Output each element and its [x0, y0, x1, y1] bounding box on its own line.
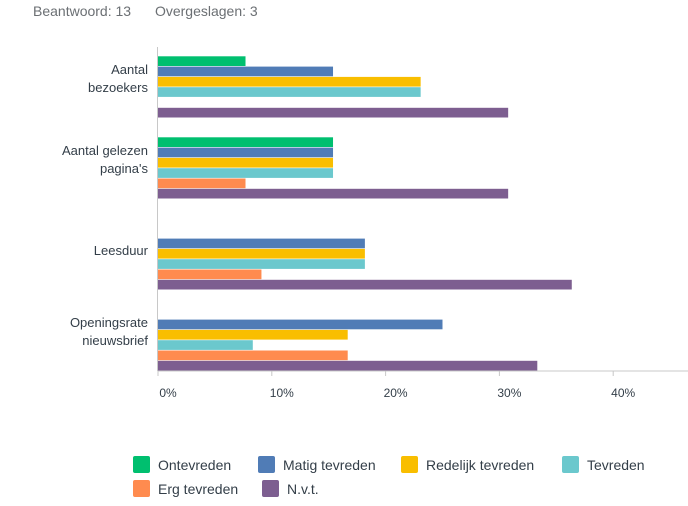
legend-label: Ontevreden	[158, 456, 232, 473]
legend-label: Tevreden	[587, 456, 645, 473]
bar-3-4[interactable]	[158, 350, 348, 361]
bar-3-2[interactable]	[158, 329, 348, 340]
legend-label: Redelijk tevreden	[426, 456, 535, 473]
category-label: Leesduur	[94, 243, 149, 258]
legend-swatch	[401, 456, 418, 473]
bar-1-0[interactable]	[158, 137, 334, 147]
legend-label: N.v.t.	[287, 480, 319, 497]
response-stats: Beantwoord: 13 Overgeslagen: 3	[33, 3, 278, 19]
legend-item[interactable]: Tevreden	[562, 456, 645, 473]
x-tick-label: 10%	[270, 386, 294, 400]
legend-item[interactable]: Ontevreden	[133, 456, 231, 473]
legend-swatch	[133, 480, 150, 497]
category-label: pagina's	[100, 161, 149, 176]
legend-item[interactable]: Redelijk tevreden	[401, 456, 534, 473]
legend-item[interactable]: Matig tevreden	[258, 456, 376, 473]
bar-2-5[interactable]	[158, 279, 572, 290]
legend-swatch	[133, 456, 150, 473]
legend-swatch	[562, 456, 579, 473]
bar-2-3[interactable]	[158, 259, 365, 269]
category-label: Openingsrate	[70, 315, 148, 330]
bar-0-3[interactable]	[158, 87, 421, 97]
bar-2-4[interactable]	[158, 269, 262, 280]
x-tick-label: 30%	[497, 386, 521, 400]
bar-2-2[interactable]	[158, 248, 365, 259]
bar-1-4[interactable]	[158, 178, 246, 189]
legend-label: Erg tevreden	[158, 480, 239, 497]
bar-1-5[interactable]	[158, 188, 509, 199]
category-label: nieuwsbrief	[82, 333, 148, 348]
category-label: bezoekers	[88, 80, 148, 95]
legend-swatch	[262, 480, 279, 497]
x-tick-label: 0%	[159, 386, 177, 400]
legend-item[interactable]: Erg tevreden	[133, 480, 238, 497]
x-tick-label: 20%	[384, 386, 408, 400]
legend-item[interactable]: N.v.t.	[262, 480, 319, 497]
bar-1-3[interactable]	[158, 168, 334, 178]
category-label: Aantal gelezen	[62, 143, 148, 158]
bar-2-1[interactable]	[158, 238, 365, 249]
bar-1-1[interactable]	[158, 147, 334, 158]
skipped-count: Overgeslagen: 3	[154, 3, 258, 19]
category-label: Aantal	[111, 62, 148, 77]
bar-0-2[interactable]	[158, 76, 421, 87]
bar-0-5[interactable]	[158, 107, 509, 118]
x-tick-label: 40%	[611, 386, 635, 400]
answered-count: Beantwoord: 13	[33, 3, 132, 19]
bar-3-3[interactable]	[158, 340, 253, 350]
bar-1-2[interactable]	[158, 157, 334, 168]
bar-0-0[interactable]	[158, 56, 246, 66]
legend-swatch	[258, 456, 275, 473]
bar-chart: Aantal bezoekers Aantal gelezen pagina's Lee…	[62, 47, 688, 400]
bar-0-1[interactable]	[158, 66, 334, 77]
bar-3-5[interactable]	[158, 360, 538, 371]
bar-3-1[interactable]	[158, 319, 443, 330]
legend-label: Matig tevreden	[283, 456, 376, 473]
